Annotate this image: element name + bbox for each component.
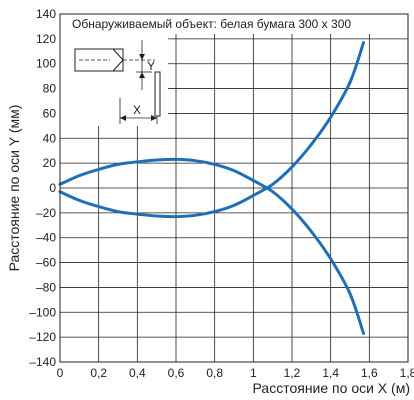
x-tick-label: 0 — [57, 366, 64, 380]
y-tick-label: 120 — [36, 32, 56, 46]
y-tick-label: 60 — [43, 106, 57, 120]
x-tick-label: 0,8 — [206, 366, 223, 380]
inset-y-label: Y — [147, 59, 155, 73]
annotation-box-bg — [64, 14, 392, 34]
y-tick-label: 40 — [43, 131, 57, 145]
y-tick-label: 80 — [43, 82, 57, 96]
y-tick-label: –140 — [29, 355, 56, 369]
x-axis-title: Расстояние по оси X (м) — [253, 380, 410, 396]
x-tick-label: 0,4 — [129, 366, 146, 380]
inset-schematic: Y X — [60, 34, 168, 126]
target-paper — [154, 71, 161, 117]
series-line-2 — [58, 41, 365, 219]
x-tick-label: 1,4 — [322, 366, 339, 380]
y-tick-label: –20 — [36, 206, 56, 220]
y-tick-label: –100 — [29, 305, 56, 319]
plot-frame — [59, 13, 409, 363]
y-tick-label: 100 — [36, 57, 56, 71]
y-tick-label: –120 — [29, 330, 56, 344]
y-tick-label: 0 — [49, 181, 56, 195]
x-tick-label: 1 — [250, 366, 257, 380]
y-tick-label: 20 — [43, 156, 57, 170]
y-axis-title: Расстояние по оси Y (мм) — [6, 105, 22, 272]
series — [58, 41, 365, 335]
y-tick-label: –80 — [36, 280, 56, 294]
y-tick-labels: 140 120 100 80 60 40 20 0 –20 –40 –60 –80 –100 –120 –1… — [29, 7, 56, 369]
x-tick-label: 1,6 — [361, 366, 378, 380]
y-tick-label: –60 — [36, 256, 56, 270]
x-tick-label: 1,8 — [400, 366, 414, 380]
x-tick-label: 1,2 — [284, 366, 301, 380]
annotation-text: Обнаруживаемый объект: белая бумага 300 … — [72, 17, 351, 31]
x-tick-label: 0,2 — [90, 366, 107, 380]
x-tick-label: 0,6 — [168, 366, 185, 380]
inset-bg — [60, 34, 168, 126]
series-line-1 — [58, 157, 365, 335]
y-tick-label: 140 — [36, 7, 56, 21]
x-tick-labels: 0 0,2 0,4 0,6 0,8 1 1,2 1,4 1,6 1,8 — [57, 366, 414, 380]
inset-x-label: X — [133, 103, 141, 117]
y-tick-label: –40 — [36, 231, 56, 245]
